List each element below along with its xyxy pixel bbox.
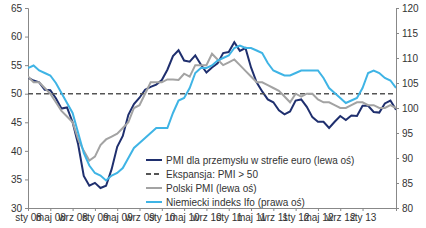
tick: 30 <box>11 203 28 214</box>
tick-mark <box>396 108 399 109</box>
tick-mark <box>95 208 96 211</box>
legend: PMI dla przemysłu w strefie euro (lewa o… <box>146 155 354 208</box>
tick-mark <box>25 8 28 9</box>
tick-label: 110 <box>402 53 418 64</box>
legend-label: PMI dla przemysłu w strefie euro (lewa o… <box>166 155 354 166</box>
tick-mark <box>396 58 399 59</box>
tick-label: 40 <box>11 146 23 157</box>
tick-label: 85 <box>402 178 414 189</box>
legend-label: Niemiecki indeks Ifo (prawa oś) <box>166 197 305 208</box>
legend-item: Niemiecki indeks Ifo (prawa oś) <box>146 197 305 208</box>
tick-label: 30 <box>11 203 23 214</box>
axis-line <box>25 9 29 209</box>
tick-mark <box>25 37 28 38</box>
series-line <box>28 54 396 161</box>
tick-mark <box>229 208 230 211</box>
tick: 115 <box>396 28 418 39</box>
tick: 90 <box>396 153 414 164</box>
tick: 95 <box>396 128 414 139</box>
tick-label: 95 <box>402 128 414 139</box>
tick: 100 <box>396 103 419 114</box>
legend-label: Polski PMI (lewa oś) <box>166 183 257 194</box>
tick-mark <box>25 179 28 180</box>
tick-label: 100 <box>402 103 419 114</box>
tick-label: 120 <box>402 3 419 14</box>
tick-mark <box>396 33 399 34</box>
tick: 45 <box>11 117 28 128</box>
tick-label: 105 <box>402 78 419 89</box>
tick-label: 60 <box>11 31 23 42</box>
legend-item: Ekspansja: PMI > 50 <box>146 169 258 180</box>
legend-swatch <box>146 201 162 203</box>
tick-mark <box>25 122 28 123</box>
tick: 105 <box>396 78 419 89</box>
tick: 120 <box>396 3 419 14</box>
tick-mark <box>396 208 399 209</box>
tick: 110 <box>396 53 418 64</box>
tick-mark <box>184 208 185 211</box>
tick-mark <box>206 208 207 211</box>
series-line <box>28 42 396 188</box>
legend-swatch <box>146 187 162 189</box>
tick-label: 80 <box>402 203 414 214</box>
tick-label: sty 13 <box>350 212 377 223</box>
y-axis: 30 35 40 45 50 55 60 65 <box>11 3 29 214</box>
tick-label: 35 <box>11 174 23 185</box>
tick: 35 <box>11 174 28 185</box>
y2-axis: 80 85 90 95 100 105 110 115 120 <box>396 3 419 214</box>
tick-mark <box>340 208 341 211</box>
tick-mark <box>251 208 252 211</box>
axis-line <box>397 9 400 209</box>
tick-mark <box>162 208 163 211</box>
tick-mark <box>273 208 274 211</box>
chart: sty 08maj 08wrz 08sty 09maj 09wrz 09sty … <box>0 0 426 228</box>
tick: sty 13 <box>350 208 377 223</box>
tick: 85 <box>396 178 414 189</box>
tick-mark <box>25 65 28 66</box>
tick-mark <box>396 8 399 9</box>
tick-label: 90 <box>402 153 414 164</box>
tick-label: 55 <box>11 60 23 71</box>
tick-mark <box>396 183 399 184</box>
legend-item: PMI dla przemysłu w strefie euro (lewa o… <box>146 155 354 166</box>
tick: 55 <box>11 60 28 71</box>
tick-mark <box>296 208 297 211</box>
tick-label: 45 <box>11 117 23 128</box>
axis-line <box>29 209 397 212</box>
tick: 80 <box>396 203 414 214</box>
tick-mark <box>25 94 28 95</box>
tick-mark <box>140 208 141 211</box>
tick: 65 <box>11 3 28 14</box>
tick-mark <box>25 151 28 152</box>
tick-mark <box>117 208 118 211</box>
tick-mark <box>363 208 364 211</box>
tick-mark <box>396 133 399 134</box>
tick-mark <box>25 208 28 209</box>
series-line <box>28 46 396 181</box>
legend-item: Polski PMI (lewa oś) <box>146 183 257 194</box>
series-line <box>28 93 396 95</box>
tick-mark <box>396 83 399 84</box>
tick-mark <box>318 208 319 211</box>
plot-area <box>28 42 396 188</box>
legend-label: Ekspansja: PMI > 50 <box>166 169 258 180</box>
x-axis: sty 08maj 08wrz 08sty 09maj 09wrz 09sty … <box>15 208 396 223</box>
tick: 40 <box>11 146 28 157</box>
tick: 50 <box>11 88 28 99</box>
tick: 60 <box>11 31 28 42</box>
legend-swatch <box>146 159 162 161</box>
tick-label: 115 <box>402 28 418 39</box>
legend-swatch <box>146 173 162 175</box>
tick-label: 50 <box>11 88 23 99</box>
tick-mark <box>396 158 399 159</box>
tick-mark <box>50 208 51 211</box>
tick-label: 65 <box>11 3 23 14</box>
tick-mark <box>73 208 74 211</box>
